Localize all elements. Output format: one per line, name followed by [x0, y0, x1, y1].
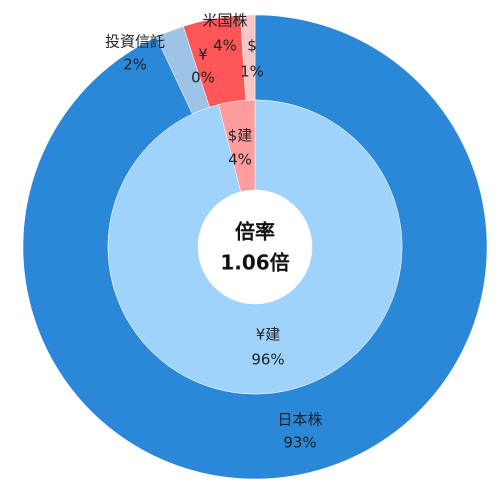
center-title: 倍率: [235, 220, 275, 244]
value-label: 96%: [251, 351, 284, 369]
segment-label: ¥建: [256, 326, 281, 344]
segment-label: 投資信託: [105, 33, 165, 51]
value-label: 4%: [213, 37, 237, 55]
segment-label: $: [247, 37, 257, 55]
segment-label: ¥: [198, 46, 208, 64]
segment-label: $建: [228, 127, 253, 145]
center-hole: [198, 190, 312, 304]
value-label: 1%: [240, 63, 264, 81]
rings: [22, 14, 488, 480]
value-label: 4%: [228, 151, 252, 169]
labels: 日本株 93% 投資信託 2% ¥0% 米国株 4% $1% ¥建 96% $建 4%: [105, 12, 323, 452]
value-label: 0%: [191, 69, 215, 87]
segment-label: 米国株: [202, 12, 247, 30]
center-value: 1.06倍: [220, 251, 289, 275]
segment-label: 日本株: [277, 411, 322, 429]
value-label: 93%: [283, 434, 316, 452]
value-label: 2%: [123, 56, 147, 74]
